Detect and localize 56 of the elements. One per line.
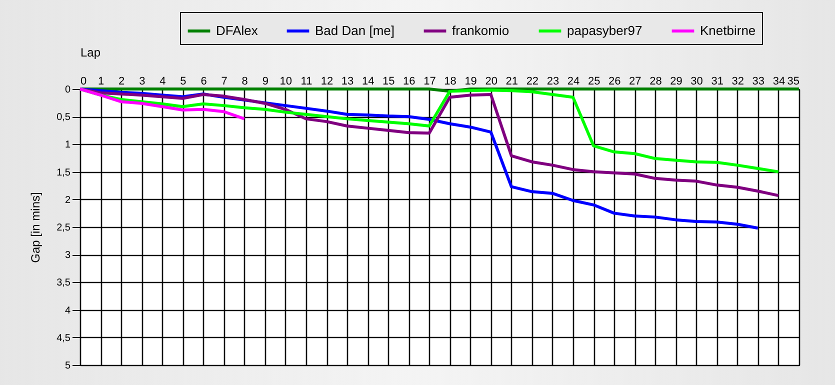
y-axis-title: Gap [in mins] xyxy=(28,192,43,263)
y-tick-label: 5 xyxy=(64,360,71,372)
x-tick-label: 7 xyxy=(221,76,228,88)
y-tick-label: 3 xyxy=(64,250,71,262)
y-tick-label: 1,5 xyxy=(56,167,71,178)
y-tick-label: 4 xyxy=(64,305,71,316)
x-tick-label: 0 xyxy=(80,76,87,88)
x-tick-label: 13 xyxy=(341,76,354,88)
x-tick-label: 33 xyxy=(752,76,765,88)
legend-label: DFAlex xyxy=(216,23,258,38)
x-tick-label: 9 xyxy=(262,76,268,88)
x-tick-label: 30 xyxy=(690,76,703,88)
x-tick-label: 26 xyxy=(608,76,621,88)
y-tick-label: 2,5 xyxy=(56,222,71,234)
x-tick-label: 1 xyxy=(98,76,104,88)
x-tick-label: 10 xyxy=(280,76,292,88)
line-series xyxy=(78,88,246,120)
y-tick-label: 1 xyxy=(64,140,71,151)
x-tick-label: 17 xyxy=(424,76,436,88)
y-tick-label: 2 xyxy=(64,194,71,206)
x-tick-label: 21 xyxy=(506,76,518,88)
legend-label: frankomio xyxy=(452,23,510,38)
x-tick-label: 25 xyxy=(588,76,600,88)
x-tick-label: 34 xyxy=(772,76,786,88)
x-tick-label: 16 xyxy=(403,76,416,88)
legend-label: Bad Dan [me] xyxy=(315,23,394,38)
x-tick-label: 2 xyxy=(118,76,125,88)
x-tick-label: 20 xyxy=(485,76,498,88)
x-tick-label: 5 xyxy=(180,76,186,88)
x-tick-label: 22 xyxy=(526,76,539,88)
x-tick-label: 14 xyxy=(362,76,374,88)
x-tick-label: 12 xyxy=(320,76,334,88)
x-tick-label: 11 xyxy=(300,76,312,88)
y-tick-label: 0,5 xyxy=(56,112,71,124)
x-tick-label: 31 xyxy=(711,76,724,88)
x-tick-label: 4 xyxy=(160,76,166,88)
x-tick-label: 29 xyxy=(670,76,682,88)
x-axis-title: Lap xyxy=(80,46,101,60)
y-tick-label: 4,5 xyxy=(56,332,71,344)
x-tick-label: 8 xyxy=(242,76,248,88)
y-tick-label: 3,5 xyxy=(56,278,71,289)
y-tick-label: 0 xyxy=(64,84,71,96)
x-tick-label: 15 xyxy=(382,76,395,88)
line-series xyxy=(78,88,780,198)
x-tick-label: 3 xyxy=(139,76,146,88)
x-tick-label: 23 xyxy=(546,76,560,88)
x-tick-label: 24 xyxy=(567,76,580,88)
x-tick-label: 19 xyxy=(464,76,477,88)
x-tick-label: 28 xyxy=(650,76,662,88)
x-tick-label: 32 xyxy=(732,76,744,88)
x-tick-label: 18 xyxy=(444,76,456,88)
x-tick-label: 6 xyxy=(200,76,207,88)
x-tick-label: 35 xyxy=(787,76,800,88)
legend-label: papasyber97 xyxy=(567,23,642,38)
legend-label: Knetbirne xyxy=(700,23,756,38)
x-tick-label: 27 xyxy=(629,76,642,88)
